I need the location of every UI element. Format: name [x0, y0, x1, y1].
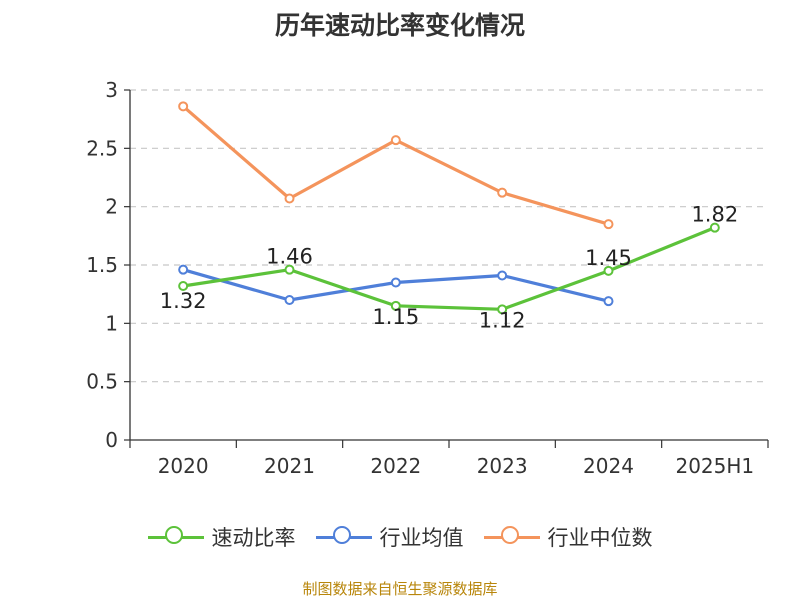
- data-point: [390, 300, 401, 311]
- data-point: [603, 219, 614, 230]
- x-tick-label: 2025H1: [675, 454, 754, 478]
- data-point: [178, 264, 189, 275]
- legend-swatch-icon: [483, 525, 540, 549]
- series-line-0: [182, 226, 716, 311]
- data-label: 1.45: [585, 246, 632, 270]
- x-tick-label: 2023: [477, 454, 528, 478]
- data-point: [603, 265, 614, 276]
- data-point: [497, 187, 508, 198]
- chart-title: 历年速动比率变化情况: [274, 11, 525, 40]
- y-tick-label: 1: [105, 311, 118, 335]
- series-lines: [178, 101, 720, 315]
- legend-label: 行业均值: [379, 526, 464, 550]
- legend-item-1[interactable]: 行业均值: [315, 522, 464, 552]
- data-point: [178, 101, 189, 112]
- legend-item-2[interactable]: 行业中位数: [483, 522, 653, 552]
- gridlines: [130, 89, 768, 383]
- data-label: 1.32: [160, 289, 207, 313]
- data-point: [390, 135, 401, 146]
- legend-label: 速动比率: [211, 526, 296, 550]
- legend: 速动比率 行业均值 行业中位数: [0, 520, 800, 554]
- data-point: [497, 270, 508, 281]
- source-note: 制图数据来自恒生聚源数据库: [302, 580, 498, 598]
- data-label: 1.12: [479, 308, 526, 332]
- legend-swatch-icon: [315, 525, 372, 549]
- x-tick-label: 2022: [370, 454, 421, 478]
- x-tick-label: 2024: [583, 454, 634, 478]
- x-tick-label: 2021: [264, 454, 315, 478]
- data-labels: 1.32 1.46 1.15 1.12 1.45 1.82: [160, 203, 738, 333]
- axes: 0 0.5 1 1.5 2 2.5 3 2020 2021 2022 2023 2024 2025H1: [86, 78, 769, 478]
- y-tick-label: 0.5: [86, 370, 118, 394]
- y-tick-label: 3: [105, 78, 118, 102]
- legend-swatch-icon: [147, 525, 204, 549]
- data-point: [284, 264, 295, 275]
- data-label: 1.82: [691, 203, 738, 227]
- y-tick-label: 1.5: [86, 253, 118, 277]
- legend-label: 行业中位数: [547, 526, 653, 550]
- data-point: [178, 281, 189, 291]
- y-tick-label: 2.5: [86, 136, 118, 160]
- y-tick-label: 0: [105, 428, 118, 452]
- legend-item-0[interactable]: 速动比率: [147, 522, 296, 552]
- data-point: [603, 296, 614, 307]
- x-tick-label: 2020: [158, 454, 209, 478]
- data-point: [284, 295, 295, 305]
- y-tick-label: 2: [105, 195, 118, 219]
- data-label: 1.46: [266, 245, 313, 269]
- data-point: [390, 277, 401, 288]
- data-point: [497, 304, 508, 315]
- data-label: 1.15: [372, 305, 419, 329]
- data-point: [709, 222, 720, 233]
- data-point: [284, 193, 295, 204]
